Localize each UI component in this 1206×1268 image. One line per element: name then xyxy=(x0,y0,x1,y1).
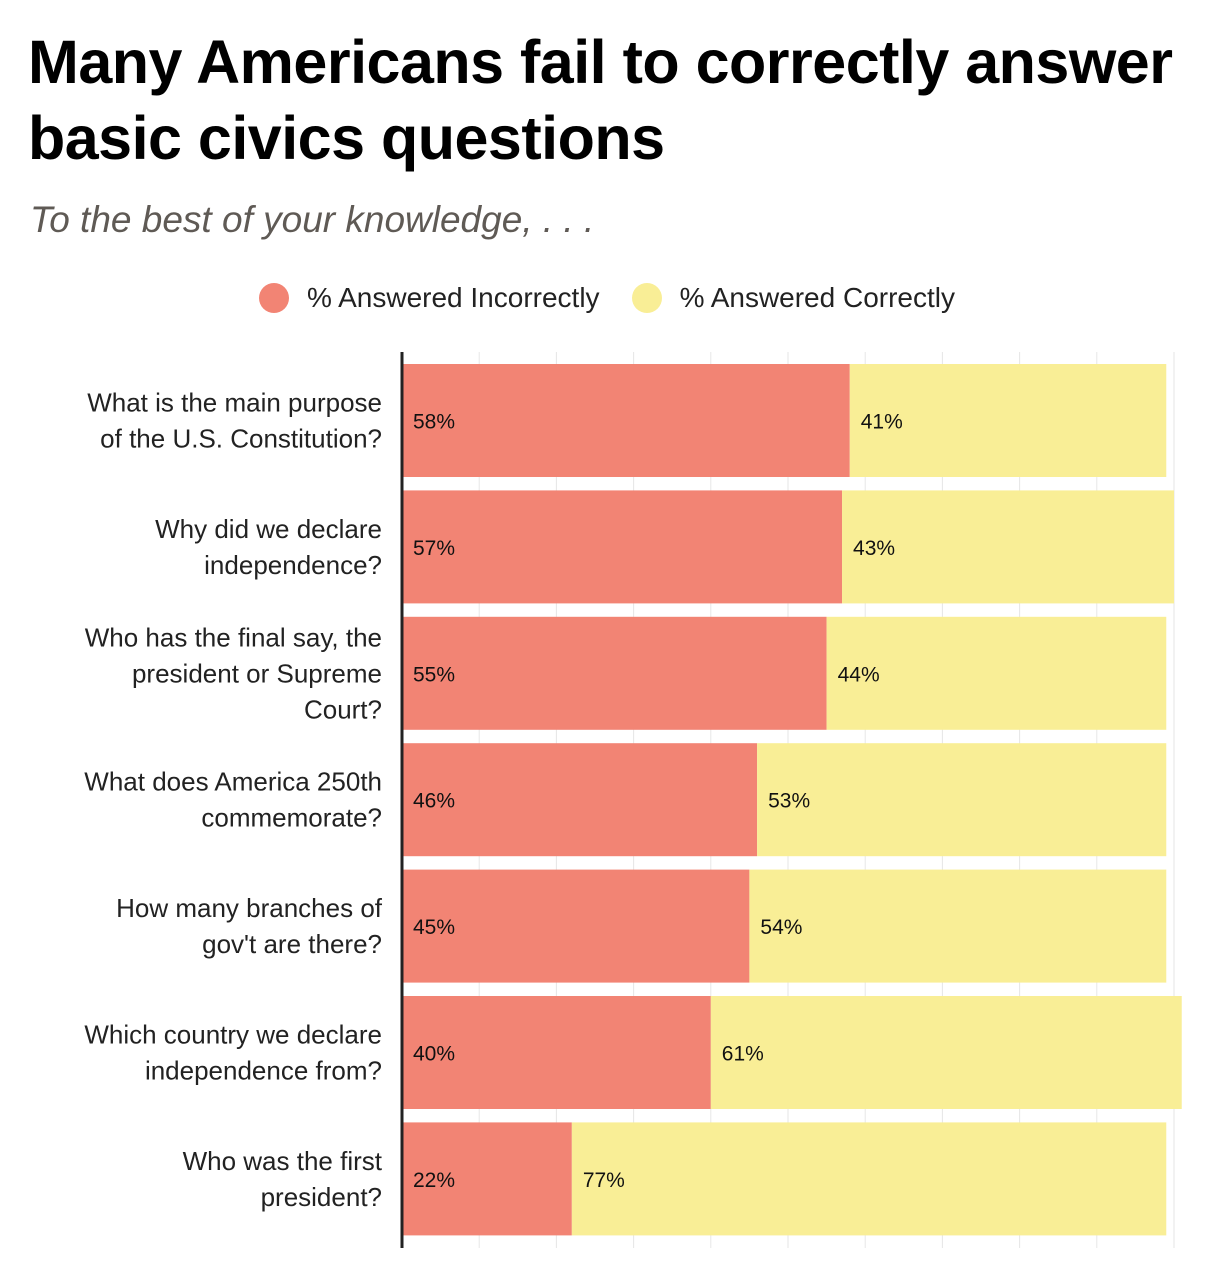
category-label-line: commemorate? xyxy=(201,803,382,833)
legend-swatch-correct xyxy=(631,283,662,313)
data-label-incorrect-5: 40% xyxy=(413,1043,455,1066)
bar-incorrect-5[interactable] xyxy=(402,996,711,1109)
category-label-line: independence? xyxy=(204,550,382,580)
category-label-line: Which country we declare xyxy=(84,1020,382,1050)
data-label-correct-6: 77% xyxy=(583,1169,625,1192)
bar-correct-5[interactable] xyxy=(710,996,1182,1109)
category-label-line: Why did we declare xyxy=(155,514,382,544)
bar-incorrect-6[interactable] xyxy=(402,1122,572,1236)
legend-swatch-incorrect xyxy=(258,283,289,313)
data-label-incorrect-3: 46% xyxy=(413,790,455,813)
category-label-0: What is the main purpose of the U.S. Cons… xyxy=(87,388,382,454)
category-label-line: Who has the final say, the xyxy=(85,622,382,652)
bar-incorrect-2[interactable] xyxy=(402,616,827,730)
category-label-2: Who has the final say, the president or S… xyxy=(85,622,382,724)
legend-label-correct: % Answered Correctly xyxy=(679,282,955,313)
category-label-line: independence from? xyxy=(145,1056,382,1086)
category-label-line: What does America 250th xyxy=(84,767,382,797)
data-label-correct-1: 43% xyxy=(853,537,895,560)
data-label-correct-3: 53% xyxy=(768,790,810,813)
bar-correct-2[interactable] xyxy=(826,616,1167,730)
category-label-6: Who was the first president? xyxy=(183,1146,383,1212)
category-label-line: president or Supreme xyxy=(132,658,382,688)
data-label-incorrect-0: 58% xyxy=(413,411,455,434)
data-label-correct-5: 61% xyxy=(722,1043,764,1066)
category-label-1: Why did we declare independence? xyxy=(155,514,382,580)
category-label-line: How many branches of xyxy=(116,893,383,923)
category-label-4: How many branches of gov't are there? xyxy=(116,893,383,959)
category-label-3: What does America 250th commemorate? xyxy=(84,767,382,833)
category-labels: What is the main purpose of the U.S. Cons… xyxy=(84,388,382,1212)
data-label-correct-0: 41% xyxy=(861,411,903,434)
bar-correct-3[interactable] xyxy=(757,743,1167,857)
category-label-line: Who was the first xyxy=(183,1146,383,1176)
bar-correct-4[interactable] xyxy=(749,869,1167,983)
legend: % Answered Incorrectly % Answered Correc… xyxy=(0,278,1206,318)
data-label-incorrect-6: 22% xyxy=(413,1169,455,1192)
legend-item-incorrect[interactable]: % Answered Incorrectly xyxy=(258,282,600,314)
category-label-line: president? xyxy=(261,1182,382,1212)
bar-correct-0[interactable] xyxy=(849,364,1167,477)
data-label-correct-4: 54% xyxy=(760,916,802,939)
bar-correct-6[interactable] xyxy=(571,1122,1167,1236)
data-label-incorrect-1: 57% xyxy=(413,537,455,560)
data-label-incorrect-4: 45% xyxy=(413,916,455,939)
bar-incorrect-3[interactable] xyxy=(402,743,758,857)
bar-incorrect-0[interactable] xyxy=(402,364,850,477)
data-label-incorrect-2: 55% xyxy=(413,663,455,686)
chart-title: Many Americans fail to correctly answer … xyxy=(28,28,1173,172)
bar-incorrect-4[interactable] xyxy=(402,869,750,983)
category-label-line: of the U.S. Constitution? xyxy=(100,424,382,454)
legend-label-incorrect: % Answered Incorrectly xyxy=(306,282,600,313)
category-label-5: Which country we declare independence fro… xyxy=(84,1020,382,1086)
category-label-line: gov't are there? xyxy=(202,929,382,959)
legend-item-correct[interactable]: % Answered Correctly xyxy=(631,282,955,314)
category-label-line: What is the main purpose xyxy=(87,388,382,418)
chart-subtitle: To the best of your knowledge, . . . xyxy=(30,199,595,240)
data-label-correct-2: 44% xyxy=(838,663,880,686)
bar-incorrect-1[interactable] xyxy=(402,490,843,604)
category-label-line: Court? xyxy=(304,694,382,724)
bar-correct-1[interactable] xyxy=(842,490,1174,604)
bars: 58% 41% 57% 43% 55% 44% 46% 53% 45% 54% 40% 61% 22% 7… xyxy=(402,364,1182,1236)
